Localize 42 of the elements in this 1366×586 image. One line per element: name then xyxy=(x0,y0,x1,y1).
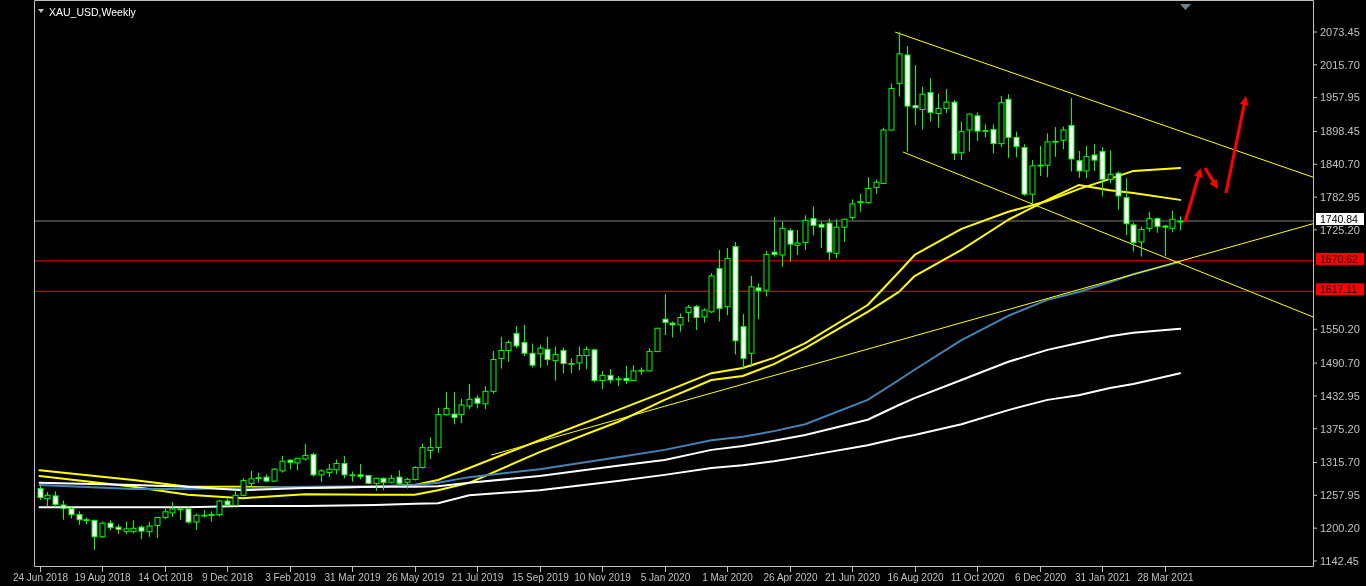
x-tick-label: 26 May 2019 xyxy=(386,572,445,583)
x-tick-label: 19 Aug 2018 xyxy=(74,572,132,583)
ref-line-label: 1740.84 xyxy=(1320,212,1359,225)
x-tick-label: 28 Mar 2021 xyxy=(1137,572,1195,583)
x-tick-label: 31 Jan 2021 xyxy=(1074,572,1131,583)
x-tick-label: 24 Jun 2018 xyxy=(12,572,69,583)
y-tick-label: 1490.70 xyxy=(1320,356,1360,369)
y-tick-label: 1432.95 xyxy=(1320,389,1360,402)
x-tick-label: 21 Jul 2019 xyxy=(451,572,504,583)
y-tick-label: 1840.70 xyxy=(1320,158,1360,171)
x-tick-label: 6 Dec 2020 xyxy=(1014,572,1067,583)
x-tick-label: 21 Jun 2020 xyxy=(824,572,881,583)
ref-line-label: 1670.62 xyxy=(1320,252,1359,265)
y-tick-label: 1898.45 xyxy=(1320,125,1360,138)
y-tick-label: 2073.45 xyxy=(1320,25,1360,38)
ref-line-label: 1617.11 xyxy=(1320,282,1358,295)
candlestick xyxy=(849,198,856,221)
x-tick-label: 5 Jan 2020 xyxy=(640,572,691,583)
y-tick-label: 1782.95 xyxy=(1320,190,1360,203)
x-tick-label: 14 Oct 2018 xyxy=(138,572,194,583)
line-series xyxy=(38,260,1182,491)
y-tick-label: 1957.95 xyxy=(1320,91,1360,104)
y-tick-label: 1142.45 xyxy=(1320,554,1359,567)
y-tick-label: 1315.70 xyxy=(1320,456,1360,469)
x-tick-label: 1 Mar 2020 xyxy=(702,572,754,583)
y-tick-label: 1725.20 xyxy=(1320,223,1360,236)
y-tick-label: 1200.20 xyxy=(1320,522,1360,535)
x-tick-label: 3 Feb 2019 xyxy=(265,572,317,583)
y-tick-label: 1375.20 xyxy=(1320,422,1360,435)
candlestick xyxy=(662,293,669,336)
y-tick-label: 2015.70 xyxy=(1320,58,1360,71)
x-tick-label: 26 Apr 2020 xyxy=(763,572,818,583)
line-series xyxy=(38,327,1182,492)
x-tick-label: 11 Oct 2020 xyxy=(950,572,1005,583)
y-tick-label: 1257.95 xyxy=(1320,489,1360,502)
x-tick-label: 15 Sep 2019 xyxy=(512,572,570,583)
x-tick-label: 16 Aug 2020 xyxy=(887,572,945,583)
text: XAU_USD,Weekly xyxy=(49,6,137,18)
x-tick-label: 10 Nov 2019 xyxy=(574,572,632,583)
y-tick-label: 1550.20 xyxy=(1320,323,1360,336)
x-tick-label: 9 Dec 2018 xyxy=(201,572,254,583)
x-tick-label: 31 Mar 2019 xyxy=(324,572,382,583)
